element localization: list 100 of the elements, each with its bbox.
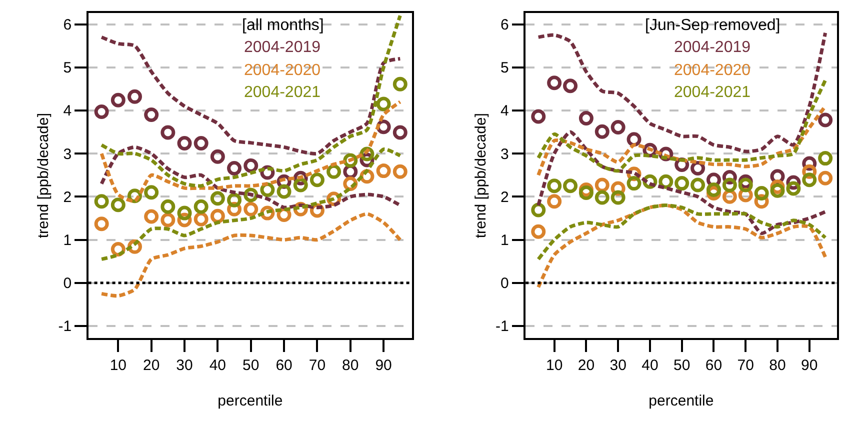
y-tick-label: 5 <box>500 60 509 77</box>
line-series <box>100 147 402 261</box>
point <box>194 212 208 226</box>
y-tick-label: 4 <box>63 102 72 120</box>
point <box>244 158 258 173</box>
y-tick-label: 4 <box>500 102 509 120</box>
x-tick-label: 40 <box>642 356 658 374</box>
point <box>210 149 225 164</box>
point <box>738 178 753 192</box>
point <box>690 178 706 192</box>
point <box>343 153 358 168</box>
point <box>326 164 342 179</box>
x-tick-label: 70 <box>737 356 754 374</box>
line-series <box>100 14 402 188</box>
x-tick-label: 10 <box>546 356 563 374</box>
x-tick-label: 50 <box>674 356 690 374</box>
point <box>144 209 159 224</box>
point <box>531 224 546 239</box>
point <box>276 184 292 199</box>
point <box>128 89 142 104</box>
text: 2004-2021 <box>674 84 751 101</box>
y-tick-label: 6 <box>63 16 72 34</box>
line-series <box>100 35 402 156</box>
point <box>594 178 610 192</box>
x-tick-label: 80 <box>769 356 786 374</box>
line-series <box>536 78 828 173</box>
y-tick-label: 6 <box>500 16 509 34</box>
text: 2004-2021 <box>244 84 321 101</box>
x-tick-label: 60 <box>276 356 292 374</box>
x-tick-label: 50 <box>242 356 260 374</box>
point <box>563 178 578 194</box>
point <box>144 185 159 200</box>
x-axis-title: percentile <box>218 392 283 410</box>
point <box>227 192 242 208</box>
text: 2004-2019 <box>244 39 321 56</box>
point <box>754 186 769 200</box>
point <box>110 92 126 108</box>
x-tick-label: 90 <box>801 356 818 374</box>
y-tick-label: 5 <box>63 60 72 77</box>
point <box>160 212 176 228</box>
legend-title: [all months] <box>242 17 324 34</box>
line-series <box>536 204 828 289</box>
line-series <box>100 100 402 203</box>
point <box>610 120 626 135</box>
point <box>674 176 690 191</box>
point <box>786 181 801 196</box>
y-axis-title: trend [ppb/decade] <box>472 113 490 238</box>
point <box>376 164 391 178</box>
text: 2004-2020 <box>674 62 751 79</box>
point <box>194 199 208 214</box>
point <box>94 104 109 120</box>
point <box>210 191 225 206</box>
point <box>227 160 242 176</box>
point <box>160 125 176 140</box>
x-tick-label: 40 <box>209 356 226 374</box>
x-tick-label: 60 <box>705 356 722 374</box>
point <box>160 199 176 214</box>
point <box>722 178 737 192</box>
point <box>392 125 408 140</box>
point <box>392 164 408 179</box>
y-tick-label: -1 <box>496 318 509 336</box>
point <box>770 183 785 198</box>
x-axis-title: percentile <box>648 392 714 410</box>
point <box>626 176 642 191</box>
point <box>610 190 626 205</box>
point <box>547 76 562 90</box>
point <box>547 194 562 209</box>
line-series <box>100 212 402 298</box>
point <box>818 170 833 186</box>
text: 2004-2020 <box>244 62 321 79</box>
y-tick-label: 2 <box>63 188 72 206</box>
point <box>578 110 594 126</box>
point <box>578 186 594 200</box>
y-tick-label: -1 <box>58 318 72 336</box>
y-tick-label: 3 <box>500 146 509 163</box>
point <box>293 178 308 192</box>
point <box>110 198 126 212</box>
point <box>376 96 391 112</box>
point <box>818 151 833 166</box>
y-tick-label: 0 <box>63 275 72 292</box>
line-series <box>536 204 828 261</box>
text: 2004-2019 <box>674 39 751 56</box>
x-tick-label: 70 <box>308 356 326 374</box>
x-tick-label: 30 <box>610 356 626 374</box>
y-tick-label: 1 <box>500 232 509 250</box>
point <box>177 136 192 150</box>
point <box>310 172 324 188</box>
x-tick-label: 10 <box>110 356 127 374</box>
point <box>94 216 109 232</box>
point <box>244 188 258 202</box>
point <box>563 78 578 94</box>
point <box>818 112 833 128</box>
y-tick-label: 2 <box>500 188 509 206</box>
y-tick-label: 1 <box>63 232 72 250</box>
point <box>94 194 109 209</box>
legend-title: [Jun-Sep removed] <box>645 17 780 34</box>
x-tick-label: 90 <box>375 356 392 374</box>
point <box>594 124 610 139</box>
point <box>194 136 208 150</box>
point <box>706 182 721 198</box>
